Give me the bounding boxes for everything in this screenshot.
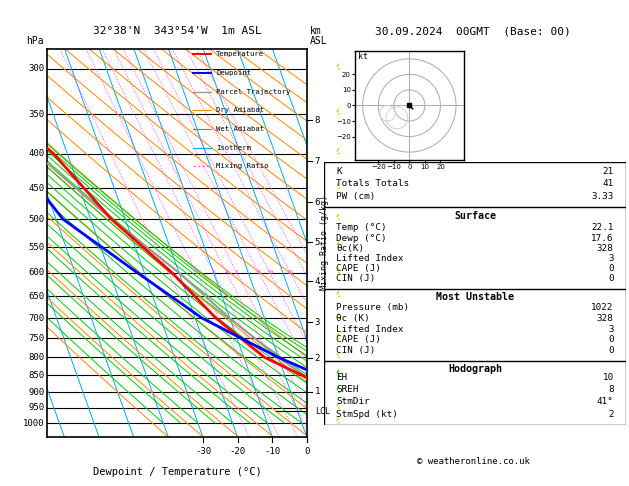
- Text: 2: 2: [314, 354, 320, 363]
- Text: -10: -10: [264, 447, 281, 456]
- Text: 950: 950: [28, 403, 45, 413]
- Text: Temperature: Temperature: [216, 52, 264, 57]
- Text: EH: EH: [336, 373, 347, 382]
- Text: PW (cm): PW (cm): [336, 192, 376, 201]
- Text: Mixing Ratio (g/kg): Mixing Ratio (g/kg): [320, 195, 329, 291]
- Text: 6: 6: [314, 198, 320, 207]
- Text: Totals Totals: Totals Totals: [336, 179, 409, 189]
- Text: 1022: 1022: [591, 303, 614, 312]
- Text: Dewp (°C): Dewp (°C): [336, 234, 387, 243]
- Text: 600: 600: [28, 268, 45, 278]
- Text: 5: 5: [235, 270, 238, 275]
- Text: 0: 0: [304, 447, 309, 456]
- Text: 10: 10: [603, 373, 614, 382]
- Text: LCL: LCL: [314, 407, 330, 416]
- Text: 0: 0: [608, 335, 614, 345]
- Text: 7: 7: [314, 157, 320, 166]
- Text: CAPE (J): CAPE (J): [336, 335, 381, 345]
- Text: 30.09.2024  00GMT  (Base: 00): 30.09.2024 00GMT (Base: 00): [376, 26, 571, 36]
- Text: Hodograph: Hodograph: [448, 364, 502, 374]
- Text: Mixing Ratio: Mixing Ratio: [216, 163, 269, 170]
- Text: Temp (°C): Temp (°C): [336, 224, 387, 232]
- Text: 1: 1: [314, 387, 320, 396]
- Text: kt: kt: [358, 52, 368, 61]
- Text: 3: 3: [608, 325, 614, 334]
- Text: 5: 5: [314, 238, 320, 247]
- Text: 4: 4: [314, 277, 320, 285]
- Text: 21: 21: [603, 167, 614, 176]
- Text: 400: 400: [28, 149, 45, 158]
- Text: 4: 4: [225, 270, 228, 275]
- Text: StmSpd (kt): StmSpd (kt): [336, 410, 398, 418]
- Text: ASL: ASL: [310, 36, 328, 46]
- Text: 8: 8: [257, 270, 261, 275]
- Text: Dry Adiabat: Dry Adiabat: [216, 107, 264, 113]
- Text: 10: 10: [266, 270, 274, 275]
- Text: 2: 2: [608, 410, 614, 418]
- Text: Isotherm: Isotherm: [216, 145, 251, 151]
- Text: θc (K): θc (K): [336, 314, 370, 323]
- Text: hPa: hPa: [26, 36, 44, 46]
- Text: 8: 8: [314, 116, 320, 124]
- Text: 32°38'N  343°54'W  1m ASL: 32°38'N 343°54'W 1m ASL: [92, 26, 262, 36]
- Text: © weatheronline.co.uk: © weatheronline.co.uk: [417, 457, 530, 466]
- Text: -20: -20: [230, 447, 246, 456]
- Text: Dewpoint / Temperature (°C): Dewpoint / Temperature (°C): [92, 467, 262, 477]
- Text: 41°: 41°: [597, 398, 614, 406]
- Text: 41: 41: [603, 179, 614, 189]
- Text: StmDir: StmDir: [336, 398, 370, 406]
- Text: 22.1: 22.1: [591, 224, 614, 232]
- Text: 700: 700: [28, 313, 45, 323]
- Text: θc(K): θc(K): [336, 244, 364, 253]
- Text: 550: 550: [28, 243, 45, 252]
- Text: Most Unstable: Most Unstable: [436, 292, 514, 302]
- Text: 3.33: 3.33: [591, 192, 614, 201]
- Text: 2: 2: [194, 270, 198, 275]
- Text: Lifted Index: Lifted Index: [336, 325, 404, 334]
- Text: Surface: Surface: [454, 211, 496, 221]
- Text: Pressure (mb): Pressure (mb): [336, 303, 409, 312]
- Text: 900: 900: [28, 387, 45, 397]
- Text: K: K: [336, 167, 342, 176]
- Text: 1000: 1000: [23, 418, 45, 428]
- Text: 800: 800: [28, 353, 45, 362]
- Text: Parcel Trajectory: Parcel Trajectory: [216, 89, 291, 95]
- Text: 850: 850: [28, 371, 45, 380]
- Text: 300: 300: [28, 64, 45, 73]
- Text: 0: 0: [608, 264, 614, 273]
- Text: 3: 3: [608, 254, 614, 263]
- Text: 450: 450: [28, 184, 45, 192]
- Text: CIN (J): CIN (J): [336, 275, 376, 283]
- Text: 0: 0: [608, 275, 614, 283]
- Text: km: km: [310, 26, 322, 36]
- Text: Lifted Index: Lifted Index: [336, 254, 404, 263]
- Text: 500: 500: [28, 215, 45, 224]
- Text: SREH: SREH: [336, 385, 359, 395]
- Text: Dewpoint: Dewpoint: [216, 70, 251, 76]
- Text: 350: 350: [28, 110, 45, 119]
- Text: CAPE (J): CAPE (J): [336, 264, 381, 273]
- Text: 8: 8: [608, 385, 614, 395]
- Text: -30: -30: [195, 447, 211, 456]
- Text: 3: 3: [314, 318, 320, 327]
- Text: 750: 750: [28, 334, 45, 343]
- Text: 3: 3: [212, 270, 216, 275]
- Text: 328: 328: [597, 244, 614, 253]
- Text: 328: 328: [597, 314, 614, 323]
- Text: 1: 1: [167, 270, 170, 275]
- Text: CIN (J): CIN (J): [336, 346, 376, 355]
- Text: 15: 15: [287, 270, 294, 275]
- Text: 650: 650: [28, 292, 45, 301]
- Text: 0: 0: [608, 346, 614, 355]
- Text: Wet Adiabat: Wet Adiabat: [216, 126, 264, 132]
- Text: 17.6: 17.6: [591, 234, 614, 243]
